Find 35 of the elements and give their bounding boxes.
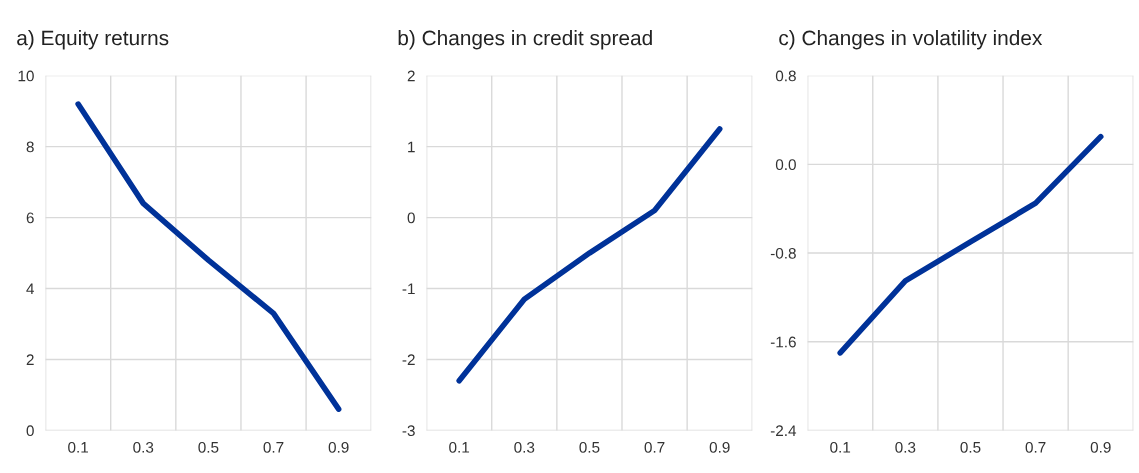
x-tick-label: 0.7: [1025, 441, 1046, 453]
y-tick-label: -1.6: [770, 336, 796, 348]
x-tick-label: 0.7: [263, 441, 284, 453]
y-tick-label: 2: [26, 354, 34, 366]
y-tick-label: -2: [402, 354, 415, 366]
x-tick-label: 0.3: [133, 441, 154, 453]
y-tick-label: 4: [26, 283, 34, 295]
x-tick-label: 0.1: [830, 441, 851, 453]
y-tick-label: 0.8: [775, 70, 796, 82]
x-tick-label: 0.5: [198, 441, 219, 453]
x-tick-label: 0.5: [960, 441, 981, 453]
chart-title: c) Changes in volatility index: [779, 30, 1043, 50]
y-tick-label: -0.8: [770, 247, 796, 259]
chart-title: b) Changes in credit spread: [398, 30, 652, 50]
y-tick-label: -3: [402, 425, 415, 437]
y-tick-label: 8: [26, 141, 34, 153]
x-tick-label: 0.9: [1090, 441, 1111, 453]
y-tick-label: 10: [18, 70, 34, 82]
y-tick-label: -1: [402, 283, 415, 295]
x-tick-label: 0.1: [68, 441, 88, 453]
y-tick-label: 2: [407, 70, 415, 82]
y-tick-label: 1: [408, 141, 415, 153]
x-tick-label: 0.5: [579, 441, 600, 453]
x-tick-label: 0.9: [328, 441, 349, 453]
y-tick-label: 0: [26, 425, 34, 437]
y-tick-label: 0: [407, 212, 415, 224]
x-tick-label: 0.1: [449, 441, 470, 453]
y-tick-label: -2.4: [770, 425, 797, 436]
y-tick-label: 0.0: [775, 159, 796, 171]
x-tick-label: 0.9: [709, 441, 730, 453]
x-tick-label: 0.3: [895, 441, 916, 453]
chart-title: a) Equity returns: [17, 30, 169, 50]
x-tick-label: 0.7: [644, 441, 665, 453]
y-tick-label: 6: [26, 212, 34, 224]
x-tick-label: 0.3: [514, 441, 535, 453]
